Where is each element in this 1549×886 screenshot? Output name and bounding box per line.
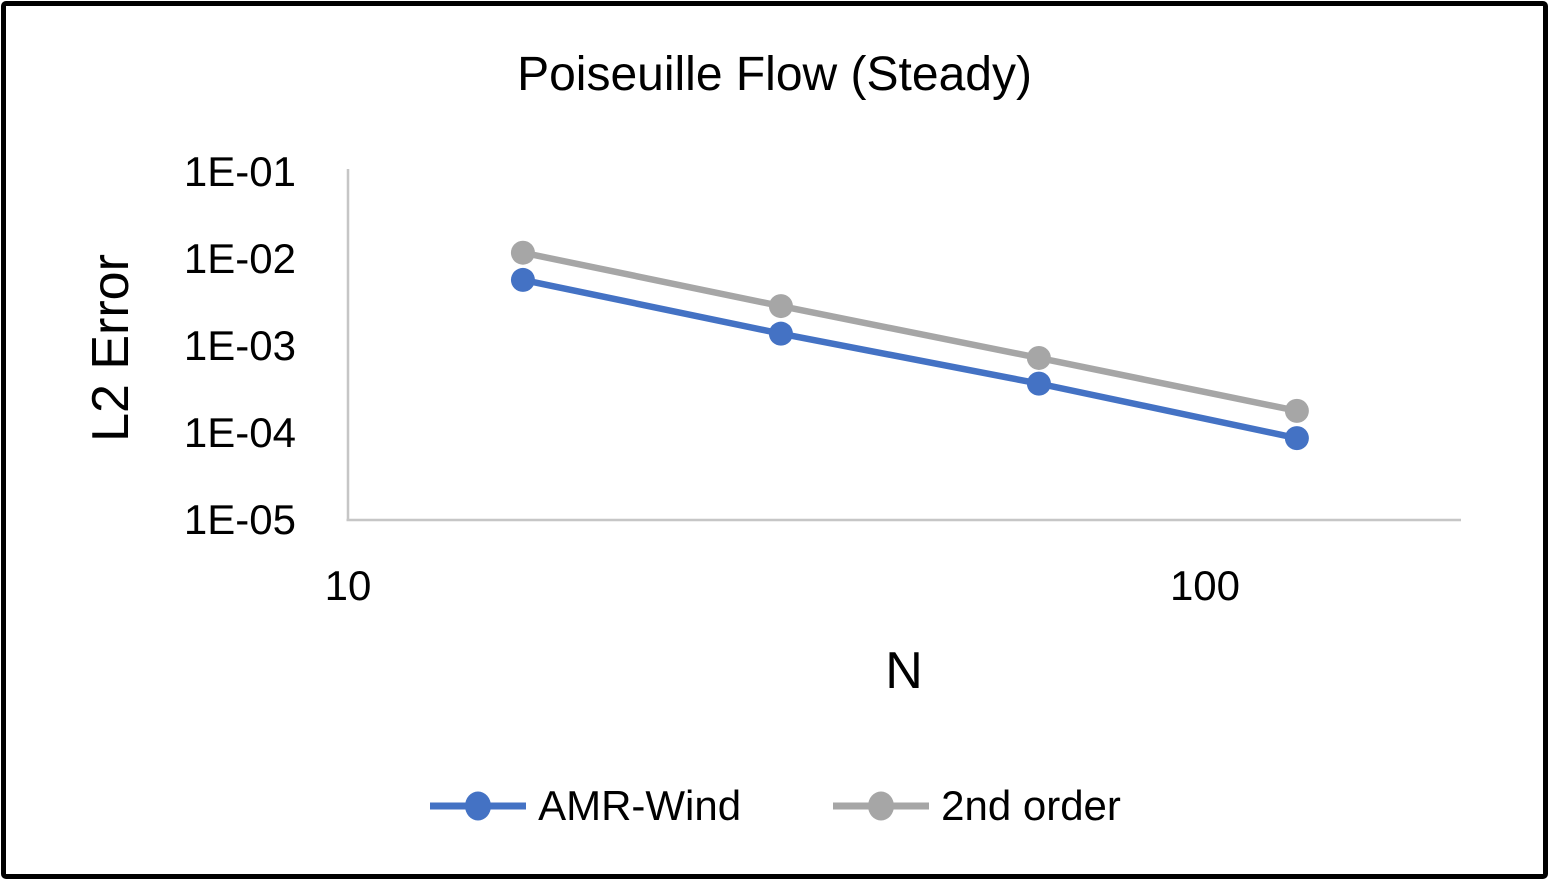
series-line-amr-wind	[522, 276, 1298, 442]
legend-marker-icon	[430, 791, 527, 821]
x-tick-label: 100	[1170, 562, 1240, 609]
legend: AMR-Wind 2nd order	[6, 782, 1543, 830]
x-axis-title: N	[885, 642, 923, 700]
data-point-2nd-order	[768, 294, 793, 319]
plot-area: 1E-01 1E-02 1E-03 1E-04 1E-05 10 100	[184, 148, 1461, 609]
data-point-2nd-order	[1026, 345, 1051, 370]
y-tick-label: 1E-01	[184, 148, 296, 195]
data-point-amr-wind	[1026, 371, 1051, 396]
y-tick-label: 1E-04	[184, 409, 296, 456]
y-tick-label: 1E-03	[184, 322, 296, 369]
series-line-2nd-order	[522, 249, 1298, 415]
legend-marker-icon	[833, 791, 930, 821]
data-point-2nd-order	[1284, 398, 1309, 423]
legend-item-amr-wind: AMR-Wind	[428, 782, 741, 830]
x-tick-label: 10	[325, 562, 372, 609]
chart-title: Poiseuille Flow (Steady)	[517, 48, 1032, 101]
y-tick-label: 1E-02	[184, 235, 296, 282]
data-point-amr-wind	[768, 321, 793, 346]
data-point-amr-wind	[1284, 426, 1309, 451]
legend-label: 2nd order	[941, 782, 1121, 829]
y-tick-label: 1E-05	[184, 496, 296, 543]
legend-item-2nd-order: 2nd order	[831, 782, 1121, 830]
legend-label: AMR-Wind	[538, 782, 742, 829]
data-point-amr-wind	[510, 267, 535, 292]
data-point-2nd-order	[510, 240, 535, 265]
